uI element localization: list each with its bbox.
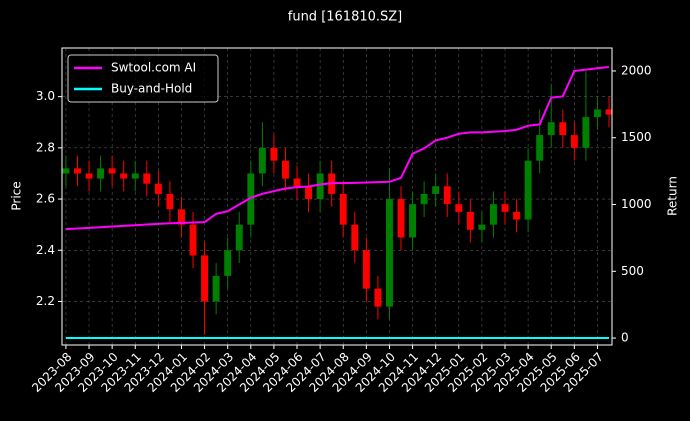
line [65, 65, 610, 231]
legend-label: Buy-and-Hold [111, 82, 192, 96]
candle-body [258, 147, 266, 174]
candle-body [154, 183, 162, 194]
candle-body [501, 204, 509, 212]
plot-frame [61, 47, 613, 346]
legend-box [67, 54, 219, 103]
candle-body [235, 224, 243, 251]
candle-body [120, 173, 128, 179]
candle-body [74, 168, 81, 174]
candle-body [489, 204, 497, 225]
candle-body [270, 147, 278, 161]
candle-body [524, 160, 532, 220]
candle-body [374, 288, 382, 307]
y-tick-label: 2.6 [36, 192, 55, 206]
candle-body [443, 186, 451, 205]
y2-tick-label: 500 [621, 264, 644, 278]
y2-tick-label: 1000 [621, 197, 652, 211]
y2-axis-label: Return [666, 176, 680, 216]
candle-body [351, 224, 359, 251]
candle-body [559, 122, 567, 136]
candle-body [513, 211, 521, 220]
candle-body [224, 250, 232, 276]
candle-body [339, 193, 347, 225]
y-tick-label: 2.8 [36, 140, 55, 154]
candle-body [189, 224, 197, 256]
y2-tick-label: 2000 [621, 63, 652, 77]
candle-body [409, 204, 417, 238]
legend: Swtool.com AI Buy-and-Hold [67, 54, 219, 103]
candle-body [166, 193, 174, 210]
candle-body [466, 211, 474, 230]
candle-body [178, 209, 185, 225]
y-axis-label: Price [10, 181, 24, 210]
chart-title: fund [161810.SZ] [288, 10, 403, 25]
candle-body [282, 160, 289, 179]
candle-body [131, 173, 139, 179]
candle-body [212, 275, 220, 302]
candle-body [201, 255, 209, 302]
candle-body [385, 199, 393, 307]
y2-tick-label: 1500 [621, 130, 652, 144]
candle-body [143, 173, 151, 184]
candle-body [293, 178, 301, 187]
candle-body [536, 135, 544, 161]
y2-tick-label: 0 [621, 331, 629, 345]
candle-body [420, 193, 428, 205]
candle-body [397, 199, 405, 238]
candle-body [478, 224, 486, 230]
candle-body [362, 250, 370, 289]
candle-body [570, 135, 578, 148]
legend-label: Swtool.com AI [111, 61, 196, 75]
y-tick-label: 3.0 [36, 89, 55, 103]
candle-body [432, 186, 440, 194]
candle-body [593, 109, 601, 118]
candle-body [62, 168, 70, 174]
candle-body [316, 173, 324, 200]
y-tick-label: 2.2 [36, 294, 55, 308]
candle-body [455, 204, 463, 212]
y-tick-label: 2.4 [36, 243, 55, 257]
candle-body [605, 109, 613, 115]
candle-body [305, 186, 313, 200]
candle-body [582, 117, 590, 148]
candle-body [85, 173, 93, 179]
candle-body [108, 168, 116, 174]
candle-body [97, 168, 105, 179]
candle-body [547, 122, 555, 136]
candle-body [247, 173, 255, 225]
